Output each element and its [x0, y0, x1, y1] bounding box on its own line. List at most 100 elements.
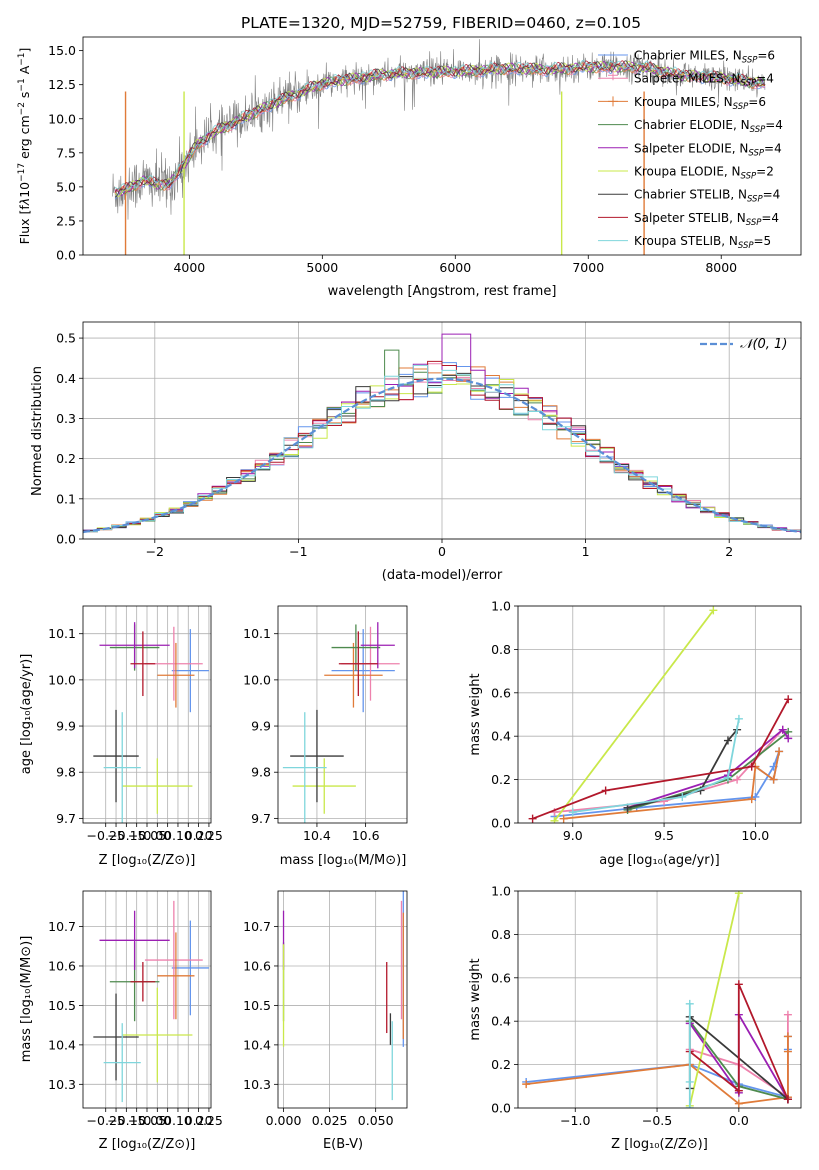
x-axis-label: wavelength [Angstrom, rest frame] [328, 284, 557, 299]
axes-frame [82, 36, 802, 256]
point-marker-kroupa_stelib [734, 714, 743, 723]
mass-vs-metallicity-panel: −0.25−0.15−0.050.000.100.200.25 10.3 10.4 1… [19, 890, 223, 1152]
point-marker-salpeter_stelib [734, 1086, 743, 1095]
point-marker-kroupa_elodie [709, 606, 718, 615]
mass-vs-ebv-panel: 0.000 0.025 0.050 10.3 10.4 10.5 10.6 10.7 E(B-V… [243, 890, 408, 1152]
legend-label: Kroupa ELODIE, NSSP=2 [634, 165, 774, 182]
figure-title: PLATE=1320, MJD=52759, FIBERID=0460, z=0… [241, 14, 641, 32]
y-tick-label: 2.5 [56, 213, 76, 228]
point-marker-kroupa_miles [783, 1047, 792, 1056]
x-tick-label: −1 [289, 544, 307, 559]
age-vs-metallicity-panel: −0.25−0.15−0.050.000.100.200.25 9.7 9.8 9.9… [19, 605, 223, 868]
x-tick-label: 0.20 [185, 828, 213, 843]
legend-marker [608, 96, 618, 107]
normal-curve [83, 377, 801, 534]
point-marker-salpeter_stelib [783, 1095, 792, 1104]
point-marker-kroupa_miles [734, 1099, 743, 1108]
point-marker-salpeter_stelib [784, 695, 793, 704]
series-line-salpeter_stelib [689, 983, 789, 1100]
legend-label: Kroupa MILES, NSSP=6 [634, 95, 766, 112]
x-tick-label: 10.4 [303, 828, 331, 843]
x-tick-label: −0.5 [642, 1113, 672, 1128]
y-tick-label: 9.8 [251, 765, 271, 780]
y-tick-label: 10.4 [48, 1037, 76, 1052]
x-tick-label: 0.10 [164, 1113, 192, 1128]
x-tick-label: 4000 [173, 260, 205, 275]
point-marker-kroupa_stelib [685, 1077, 694, 1086]
plot-area [528, 606, 793, 823]
legend-label: Chabrier STELIB, NSSP=4 [634, 188, 780, 205]
plot-area [112, 39, 766, 255]
axes-frame [82, 605, 212, 824]
x-tick-label: −0.25 [87, 828, 125, 843]
axes-frame [517, 890, 802, 1109]
y-tick-label: 0.6 [491, 685, 511, 700]
y-tick-label: 10.3 [48, 1077, 76, 1092]
y-tick-label: 10.1 [48, 626, 76, 641]
y-tick-label: 0.2 [491, 1057, 511, 1072]
plot-area [282, 622, 400, 823]
y-tick-label: 10.1 [243, 626, 271, 641]
y-tick-label: 15.0 [48, 43, 76, 58]
point-marker-kroupa_stelib [678, 792, 687, 801]
series-line-kroupa_elodie [553, 609, 715, 822]
y-axis-label: mass weight [468, 958, 483, 1040]
series-line-kroupa_stelib [572, 718, 740, 813]
plot-area [93, 900, 209, 1103]
y-tick-label: 0.3 [56, 411, 76, 426]
y-tick-label: 0.8 [491, 927, 511, 942]
legend-label: Chabrier MILES, NSSP=6 [634, 49, 775, 66]
axes-frame [82, 890, 212, 1109]
x-tick-label: 0.00 [143, 828, 171, 843]
x-tick-label: 0.025 [312, 1113, 348, 1128]
y-tick-label: 0.2 [491, 772, 511, 787]
y-tick-label: 10.4 [243, 1037, 271, 1052]
y-tick-label: 9.8 [56, 765, 76, 780]
point-marker-kroupa_miles [522, 1080, 531, 1089]
plot-area [83, 333, 801, 534]
legend-label: Chabrier ELODIE, NSSP=4 [634, 118, 783, 135]
x-axis-label: mass [log₁₀(M/M⊙)] [280, 853, 407, 868]
x-tick-label: 5000 [306, 260, 338, 275]
x-axis-label: (data-model)/error [382, 568, 503, 583]
y-tick-label: 0.1 [56, 491, 76, 506]
y-tick-label: 10.0 [48, 672, 76, 687]
y-tick-label: 0.4 [491, 729, 511, 744]
series-line-salpeter_stelib [532, 698, 789, 820]
y-tick-label: 10.0 [48, 111, 76, 126]
y-tick-label: 10.7 [243, 919, 271, 934]
x-tick-label: 8000 [705, 260, 737, 275]
plot-area [93, 622, 209, 823]
plot-area [522, 891, 792, 1108]
point-marker-salpeter_stelib [747, 762, 756, 771]
x-axis-label: Z [log₁₀(Z/Z⊙)] [611, 1137, 708, 1152]
x-tick-label: 7000 [572, 260, 604, 275]
plot-area [282, 891, 404, 1101]
y-tick-label: 0.0 [56, 248, 76, 263]
axes-frame [277, 605, 408, 824]
x-tick-label: −0.15 [107, 828, 145, 843]
point-marker-kroupa_miles [783, 1032, 792, 1041]
y-tick-label: 10.3 [243, 1077, 271, 1092]
x-tick-label: −2 [146, 544, 164, 559]
point-marker-salpeter_stelib [601, 786, 610, 795]
x-tick-label: 0.20 [185, 1113, 213, 1128]
point-marker-salpeter_elodie [784, 734, 793, 743]
legend-label: Kroupa STELIB, NSSP=5 [634, 234, 771, 251]
x-tick-label: 0.050 [358, 1113, 394, 1128]
y-tick-label: 12.5 [48, 77, 76, 92]
x-axis-label: age [log₁₀(age/yr)] [599, 853, 720, 868]
x-tick-label: 0.10 [164, 828, 192, 843]
x-tick-label: 0.25 [195, 1113, 223, 1128]
point-marker-kroupa_stelib [723, 773, 732, 782]
y-axis-label: Flux [fλ10−17 erg cm−2 s−1 A−1] [17, 48, 32, 245]
x-tick-label: 1 [582, 544, 590, 559]
y-tick-label: 1.0 [491, 599, 511, 614]
model-line-salpeter_elodie [114, 60, 766, 196]
x-tick-label: −0.15 [107, 1113, 145, 1128]
y-tick-label: 9.9 [251, 719, 271, 734]
x-tick-label: 9.0 [563, 828, 583, 843]
y-tick-label: 9.7 [251, 811, 271, 826]
y-tick-label: 0.4 [491, 1014, 511, 1029]
